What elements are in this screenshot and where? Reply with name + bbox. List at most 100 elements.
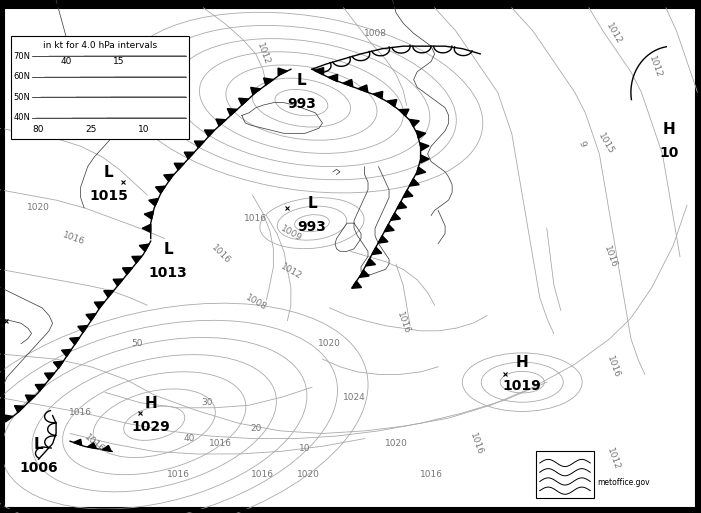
- Text: 1020: 1020: [27, 203, 50, 212]
- Text: 20: 20: [250, 424, 261, 433]
- Polygon shape: [78, 326, 88, 333]
- Polygon shape: [104, 290, 114, 298]
- Text: 1016: 1016: [245, 213, 267, 223]
- Text: 1012: 1012: [279, 262, 303, 282]
- Text: 993: 993: [297, 220, 327, 234]
- Text: 1019: 1019: [503, 379, 542, 393]
- Polygon shape: [194, 141, 205, 148]
- Polygon shape: [416, 131, 426, 139]
- Text: 1016: 1016: [210, 243, 232, 265]
- Text: in kt for 4.0 hPa intervals: in kt for 4.0 hPa intervals: [43, 41, 157, 50]
- Polygon shape: [264, 78, 273, 85]
- Polygon shape: [343, 80, 353, 87]
- Polygon shape: [88, 443, 96, 448]
- Text: 1016: 1016: [605, 354, 622, 379]
- Polygon shape: [278, 68, 287, 75]
- Text: 15: 15: [114, 57, 125, 67]
- Text: 1016: 1016: [252, 470, 274, 479]
- Polygon shape: [360, 270, 369, 278]
- Text: H: H: [663, 122, 676, 137]
- Polygon shape: [15, 406, 25, 412]
- Text: 1024: 1024: [343, 393, 365, 402]
- Text: 1008: 1008: [244, 293, 268, 312]
- Polygon shape: [399, 109, 409, 116]
- Text: 1009: 1009: [279, 224, 303, 243]
- Text: 9: 9: [577, 140, 587, 148]
- Text: L: L: [104, 165, 114, 181]
- Bar: [11, 36, 189, 139]
- Bar: [536, 451, 594, 498]
- Polygon shape: [384, 224, 394, 232]
- Text: H: H: [516, 355, 529, 370]
- Polygon shape: [409, 179, 419, 186]
- Text: L: L: [34, 437, 43, 452]
- Polygon shape: [123, 268, 132, 274]
- Polygon shape: [387, 100, 397, 107]
- Text: 1016: 1016: [168, 470, 190, 479]
- Text: 10: 10: [660, 146, 679, 160]
- Polygon shape: [142, 224, 151, 232]
- Text: 1015: 1015: [597, 131, 616, 156]
- Text: 1016: 1016: [210, 439, 232, 448]
- Polygon shape: [328, 74, 338, 82]
- Polygon shape: [352, 281, 362, 288]
- Polygon shape: [184, 152, 194, 159]
- Text: H: H: [144, 396, 157, 411]
- Polygon shape: [69, 338, 80, 345]
- Polygon shape: [95, 302, 104, 309]
- Polygon shape: [390, 213, 400, 221]
- Polygon shape: [403, 190, 413, 198]
- Text: 1016: 1016: [69, 408, 92, 418]
- Text: L: L: [163, 242, 173, 258]
- Polygon shape: [144, 211, 154, 219]
- Polygon shape: [74, 439, 81, 445]
- Polygon shape: [132, 256, 142, 263]
- Text: 40N: 40N: [13, 113, 30, 123]
- Polygon shape: [238, 98, 249, 105]
- Text: 1012: 1012: [254, 42, 271, 66]
- Text: 1020: 1020: [385, 439, 407, 448]
- Text: 80: 80: [33, 125, 44, 134]
- Polygon shape: [156, 186, 165, 193]
- Polygon shape: [420, 143, 429, 151]
- Text: 1012: 1012: [604, 21, 623, 46]
- Text: 1016: 1016: [601, 244, 618, 269]
- Text: 50: 50: [131, 339, 142, 348]
- Polygon shape: [216, 119, 226, 126]
- Text: 1029: 1029: [131, 420, 170, 435]
- Text: 993: 993: [287, 97, 316, 111]
- Polygon shape: [102, 445, 111, 451]
- Text: 70N: 70N: [13, 52, 30, 61]
- Text: 50N: 50N: [13, 93, 30, 102]
- Polygon shape: [45, 373, 55, 380]
- Polygon shape: [416, 167, 426, 175]
- Polygon shape: [25, 395, 35, 402]
- Text: 1024: 1024: [13, 129, 36, 138]
- Polygon shape: [397, 202, 407, 209]
- Polygon shape: [314, 68, 324, 75]
- Polygon shape: [3, 415, 13, 422]
- Text: 60N: 60N: [13, 72, 30, 82]
- Polygon shape: [378, 236, 388, 243]
- Text: 10: 10: [299, 444, 311, 453]
- Polygon shape: [164, 174, 174, 182]
- Polygon shape: [372, 247, 382, 254]
- Text: 40: 40: [61, 57, 72, 67]
- Polygon shape: [251, 87, 261, 94]
- Text: 1006: 1006: [19, 461, 58, 476]
- Polygon shape: [113, 279, 123, 286]
- Polygon shape: [35, 384, 45, 391]
- Polygon shape: [53, 361, 63, 368]
- Polygon shape: [358, 85, 368, 92]
- Polygon shape: [373, 91, 383, 98]
- Text: 1013: 1013: [149, 266, 188, 281]
- Text: 1016: 1016: [468, 431, 485, 456]
- Text: metoffice.gov: metoffice.gov: [597, 478, 650, 487]
- Text: L: L: [307, 196, 317, 211]
- Text: 1015: 1015: [89, 189, 128, 204]
- Text: 1020: 1020: [318, 339, 341, 348]
- Polygon shape: [205, 130, 215, 137]
- Polygon shape: [409, 120, 419, 127]
- Text: 1008: 1008: [364, 29, 386, 38]
- Polygon shape: [421, 155, 429, 163]
